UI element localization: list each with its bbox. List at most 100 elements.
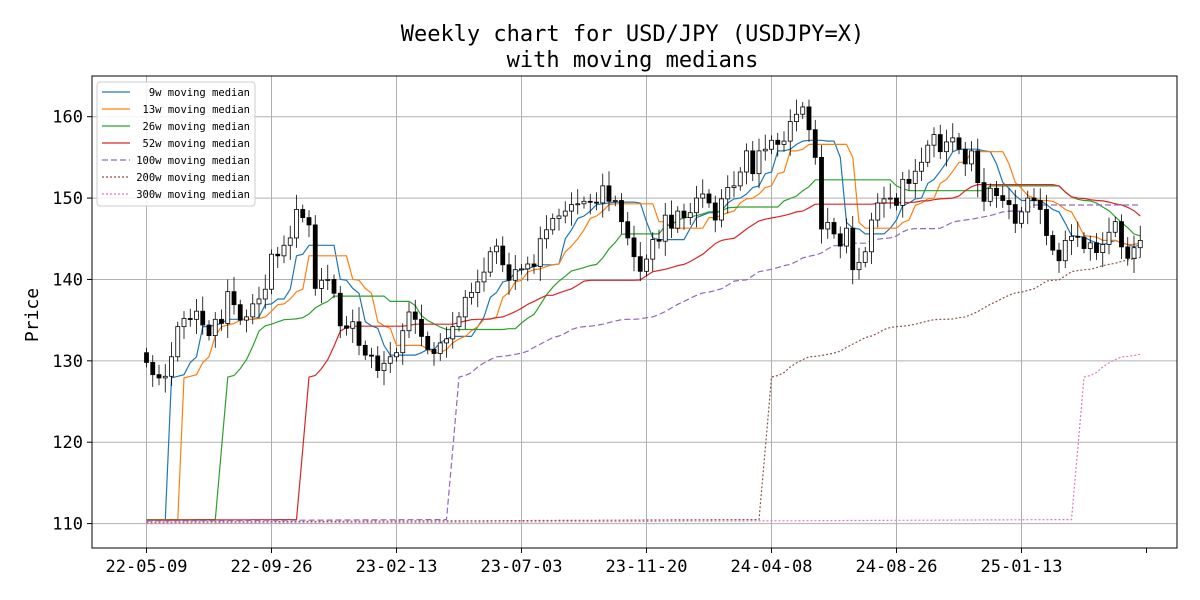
- candle-body: [362, 344, 368, 356]
- candle-body: [625, 221, 631, 239]
- candle-body: [219, 318, 224, 324]
- candle-body: [256, 298, 262, 305]
- candle-body: [806, 106, 812, 131]
- candle-body: [550, 218, 556, 231]
- candle-body: [537, 238, 543, 267]
- candle-body: [400, 330, 406, 354]
- candle-body: [675, 210, 681, 229]
- candle-body: [1006, 200, 1012, 205]
- candle-body: [1019, 211, 1024, 224]
- candle-body: [844, 227, 849, 247]
- candle-body: [469, 292, 474, 298]
- candle-body: [519, 268, 524, 271]
- candle-body: [1031, 197, 1037, 201]
- series-line: [146, 143, 1141, 521]
- candle-body: [919, 161, 924, 172]
- candle-body: [794, 113, 799, 122]
- candle-body: [937, 134, 943, 153]
- candle-body: [225, 291, 231, 324]
- candle-body: [431, 349, 437, 354]
- candle-body: [850, 227, 856, 271]
- candle-body: [775, 139, 781, 145]
- candle-body: [694, 197, 699, 214]
- candle-body: [381, 362, 387, 371]
- y-axis-label: Price: [22, 288, 43, 342]
- candle-body: [825, 222, 831, 230]
- candle-body: [494, 245, 499, 253]
- y-tick-label: 120: [52, 433, 83, 453]
- candle-body: [287, 237, 293, 246]
- candle-body: [1037, 200, 1043, 210]
- candle-body: [194, 310, 199, 320]
- legend: 9w moving median 13w moving median 26w mov…: [96, 81, 256, 207]
- y-tick-label: 140: [52, 270, 83, 290]
- candle-body: [875, 202, 881, 221]
- candle-body: [600, 185, 606, 204]
- candle-body: [925, 144, 931, 163]
- candle-body: [869, 219, 874, 253]
- candle-body: [887, 197, 893, 200]
- legend-label: 52w moving median: [143, 138, 250, 150]
- candle-body: [706, 193, 712, 204]
- candle-body: [1044, 209, 1049, 236]
- candle-body: [150, 362, 156, 376]
- candle-body: [619, 200, 624, 223]
- candle-body: [956, 137, 962, 150]
- legend-label: 200w moving median: [136, 172, 250, 184]
- series-line: [146, 179, 1141, 521]
- candle-body: [1137, 239, 1143, 249]
- candle-body: [375, 355, 381, 371]
- candle-body: [387, 356, 393, 364]
- candle-body: [662, 214, 668, 242]
- candle-body: [525, 263, 531, 270]
- legend-label: 26w moving median: [143, 121, 250, 133]
- y-tick-label: 160: [52, 108, 83, 128]
- candle-body: [1094, 242, 1099, 253]
- candle-body: [594, 201, 599, 204]
- candle-body: [1087, 242, 1093, 249]
- moving-median-lines: [146, 139, 1141, 525]
- candle-body: [544, 229, 549, 240]
- candle-body: [406, 311, 412, 332]
- candle-body: [800, 106, 806, 115]
- candle-body: [1081, 236, 1087, 249]
- candle-body: [712, 202, 718, 221]
- candle-body: [144, 352, 149, 363]
- series-line: [146, 139, 1141, 521]
- candle-body: [275, 253, 281, 257]
- candle-body: [394, 352, 399, 358]
- x-tick-label: 24-04-08: [731, 557, 813, 577]
- candle-body: [856, 261, 862, 271]
- candle-body: [181, 318, 187, 328]
- candle-body: [187, 318, 193, 320]
- candle-body: [812, 129, 818, 158]
- candle-body: [1056, 249, 1062, 262]
- series-line: [146, 353, 1141, 525]
- chart-subtitle: with moving medians: [506, 48, 759, 73]
- candle-body: [906, 178, 912, 184]
- candle-body: [306, 217, 312, 226]
- candle-body: [994, 187, 999, 197]
- plot-frame: [91, 75, 1178, 549]
- candle-body: [269, 253, 274, 290]
- candle-body: [975, 150, 981, 184]
- candle-body: [162, 375, 168, 379]
- candle-body: [462, 296, 468, 318]
- candle-body: [894, 197, 899, 206]
- candle-body: [581, 200, 587, 205]
- candle-body: [444, 338, 449, 344]
- series-line: [146, 204, 1141, 522]
- candle-body: [944, 141, 949, 153]
- candle-body: [756, 150, 762, 175]
- candle-body: [350, 321, 356, 329]
- candle-body: [837, 233, 843, 247]
- y-tick-label: 110: [52, 515, 83, 535]
- candle-body: [1050, 235, 1056, 251]
- candle-body: [862, 251, 868, 263]
- candle-body: [1000, 195, 1006, 201]
- candle-body: [606, 185, 612, 202]
- candle-body: [687, 212, 693, 218]
- candle-body: [562, 210, 568, 217]
- x-tick-label: 22-09-26: [231, 557, 313, 577]
